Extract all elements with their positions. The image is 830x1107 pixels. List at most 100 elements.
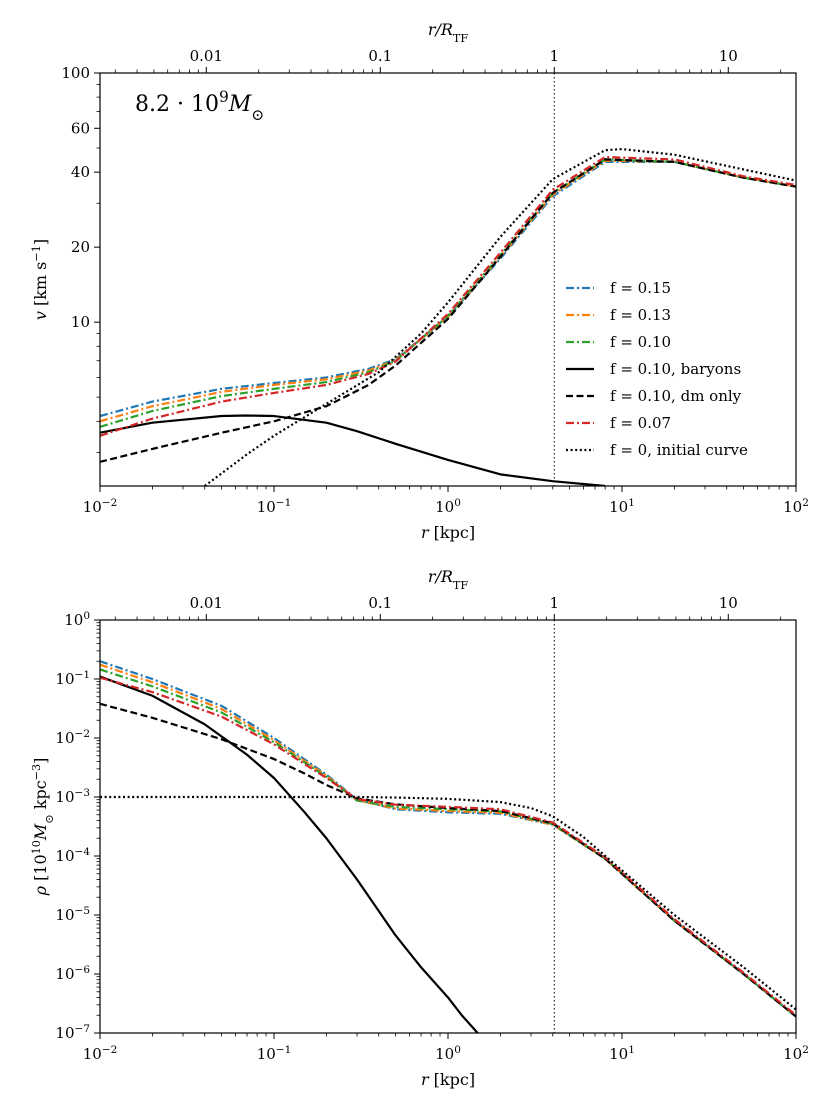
- top-tick-label: 10: [719, 47, 738, 65]
- y-axis-label-part: −1: [30, 245, 43, 262]
- y-tick-label: 10−2: [55, 728, 90, 747]
- top-axis-label-part: TF: [453, 32, 468, 45]
- plot-frame: [99, 72, 797, 487]
- x-axis-label-part: r: [421, 1070, 430, 1089]
- x-tick-label-part: 2: [802, 1044, 809, 1056]
- x-tick-label: 101: [609, 497, 635, 516]
- y-tick-label: 10−7: [55, 1023, 90, 1042]
- legend-label-3: f = 0.10, baryons: [610, 360, 741, 378]
- y-tick-label: 10−1: [55, 669, 90, 688]
- y-tick-label-part: −2: [75, 728, 90, 740]
- series-line-6: [100, 795, 796, 1011]
- x-tick-label-part: 1: [628, 497, 635, 509]
- legend-label-1: f = 0.13: [610, 306, 671, 324]
- x-tick-label: 10−2: [83, 1044, 118, 1063]
- y-axis-label-part: [km s: [31, 262, 50, 312]
- legend-label-5: f = 0.07: [610, 414, 671, 432]
- y-axis-label-part: 10: [30, 840, 43, 854]
- x-axis-label: r [kpc]: [421, 1070, 475, 1089]
- y-tick-label-part: −3: [75, 787, 90, 799]
- series-line-2: [100, 668, 796, 1018]
- y-tick-label: 10−6: [55, 964, 90, 983]
- legend-label-0: f = 0.15: [610, 279, 671, 297]
- y-tick-label-part: 10: [55, 788, 74, 806]
- x-tick-label-part: 10: [435, 1045, 454, 1063]
- y-tick-label-part: 60: [71, 119, 90, 137]
- x-tick-label: 10−1: [257, 1044, 292, 1063]
- top-tick-label-part: 1: [550, 47, 560, 65]
- x-tick-label-part: 2: [802, 497, 809, 509]
- y-axis-label-part: −3: [30, 764, 43, 781]
- legend: f = 0.15 f = 0.13 f = 0.10 f = 0.10, baryon…: [566, 279, 748, 459]
- series-line-5: [100, 155, 796, 437]
- series-group: [100, 660, 796, 1033]
- x-tick-label-part: 10: [435, 498, 454, 516]
- mass-annotation-part: ⊙: [251, 106, 264, 124]
- y-tick-label-part: 10: [55, 729, 74, 747]
- y-tick-label-part: 10: [71, 313, 90, 331]
- mass-annotation-part: 9: [219, 88, 229, 106]
- legend-label-4-part: f = 0.10, dm only: [610, 387, 742, 405]
- legend-label-6-part: f = 0, initial curve: [610, 441, 748, 459]
- y-axis-label-part: kpc: [31, 780, 50, 814]
- legend-label-0-part: f = 0.15: [610, 279, 671, 297]
- legend-label-3-part: f = 0.10, baryons: [610, 360, 741, 378]
- y-tick-label-part: −5: [75, 905, 90, 917]
- series-line-0: [100, 160, 796, 418]
- x-axis-label-part: [kpc]: [429, 523, 475, 542]
- x-tick-label-part: 10: [83, 498, 102, 516]
- top-axis-label: r/RTF: [428, 567, 469, 592]
- y-axis-label-part: [10: [31, 854, 50, 886]
- y-tick-label: 100: [61, 64, 90, 82]
- y-tick-label: 10−4: [55, 846, 90, 865]
- y-tick-label: 10: [71, 313, 90, 331]
- y-axis-label-part: ρ: [31, 885, 50, 896]
- mass-annotation-part: 8.2 · 10: [135, 92, 219, 117]
- y-tick-label-part: 40: [71, 163, 90, 181]
- top-tick-label-part: 0.01: [190, 594, 223, 612]
- x-tick-label: 10−2: [83, 497, 118, 516]
- y-tick-label: 10−3: [55, 787, 90, 806]
- series-line-3: [100, 675, 479, 1033]
- top-tick-label-part: 10: [719, 47, 738, 65]
- y-axis-label-part: ]: [31, 758, 50, 764]
- top-tick-label: 0.01: [190, 47, 223, 65]
- legend-label-2: f = 0.10: [610, 333, 671, 351]
- series-line-5: [100, 676, 796, 1017]
- top-tick-label-part: 1: [550, 594, 560, 612]
- x-tick-label-part: 10: [257, 498, 276, 516]
- top-tick-label-part: 0.1: [368, 594, 392, 612]
- x-tick-label-part: −2: [102, 1044, 117, 1056]
- top-tick-label: 0.1: [368, 594, 392, 612]
- x-tick-label: 102: [783, 1044, 809, 1063]
- plot-frame: [99, 619, 797, 1034]
- top-tick-label: 0.1: [368, 47, 392, 65]
- series-line-0: [100, 660, 796, 1018]
- y-tick-label-part: −1: [75, 669, 90, 681]
- y-axis-label: ρ [1010M⊙ kpc−3]: [30, 758, 56, 897]
- series-line-1: [100, 663, 796, 1018]
- x-tick-label-part: −1: [276, 497, 291, 509]
- x-tick-label-part: 10: [783, 1045, 802, 1063]
- series-group: [100, 147, 796, 486]
- top-tick-label: 0.01: [190, 594, 223, 612]
- x-tick-label: 101: [609, 1044, 635, 1063]
- y-tick-label-part: −7: [75, 1023, 90, 1035]
- top-axis-label-part: r/R: [428, 20, 453, 39]
- x-axis-label: r [kpc]: [421, 523, 475, 542]
- legend-label-5-part: f = 0.07: [610, 414, 671, 432]
- y-tick-label-part: −4: [75, 846, 91, 858]
- y-tick-label-part: −6: [75, 964, 91, 976]
- x-tick-label-part: 10: [783, 498, 802, 516]
- top-axis-label-part: TF: [453, 579, 468, 592]
- x-tick-label-part: 10: [609, 498, 628, 516]
- y-axis-label-part: ]: [31, 239, 50, 245]
- x-tick-label-part: 10: [83, 1045, 102, 1063]
- series-line-4: [100, 702, 796, 1018]
- y-tick-label: 40: [71, 163, 90, 181]
- y-tick-label-part: 10: [55, 847, 74, 865]
- top-tick-label: 10: [719, 594, 738, 612]
- legend-label-1-part: f = 0.13: [610, 306, 671, 324]
